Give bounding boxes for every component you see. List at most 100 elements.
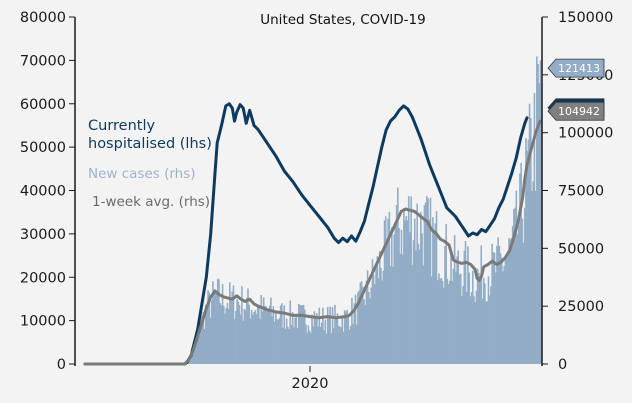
new-cases-bar <box>294 317 296 364</box>
new-cases-bar <box>339 326 341 364</box>
new-cases-bar <box>270 297 272 364</box>
new-cases-bar <box>432 217 434 364</box>
new-cases-bar <box>530 117 532 364</box>
new-cases-bar <box>488 295 491 364</box>
new-cases-bar <box>519 173 521 364</box>
right-tick-label: 75000 <box>558 184 604 200</box>
avg-annotation: 1-week avg. (rhs) <box>92 194 210 210</box>
new-cases-bar <box>285 318 288 364</box>
new-cases-bar <box>213 289 215 364</box>
new-cases-bar <box>358 290 360 364</box>
new-cases-bar <box>318 307 321 364</box>
new-cases-bar <box>430 276 433 364</box>
new-cases-bar <box>332 327 335 364</box>
avg-end-tag: 104942 <box>547 101 605 121</box>
new-cases-bar <box>243 308 246 364</box>
new-cases-bar <box>539 60 542 365</box>
new-cases-bar <box>230 298 232 364</box>
new-cases-bar <box>404 220 406 364</box>
new-cases-bar <box>382 270 385 364</box>
new-cases-bar <box>312 326 315 364</box>
new-cases-bar <box>526 150 528 364</box>
left-tick-label: 60000 <box>20 97 66 113</box>
new-cases-bar <box>307 325 310 364</box>
new-cases-bar <box>289 300 292 364</box>
new-cases-bar <box>469 296 472 364</box>
new-cases-bar <box>345 311 347 364</box>
new-cases-bar <box>260 295 263 364</box>
new-cases-bar <box>204 304 207 364</box>
new-cases-bar <box>284 328 287 364</box>
new-cases-bar <box>421 233 423 364</box>
new-cases-bar <box>500 257 503 364</box>
hospitalised-annotation-line2: hospitalised (lhs) <box>88 136 212 152</box>
new-cases-bar <box>378 250 381 364</box>
left-tick-label: 20000 <box>20 270 66 286</box>
new-cases-bar <box>413 218 416 364</box>
new-cases-bar <box>190 353 192 364</box>
new-cases-bar <box>523 207 526 364</box>
new-cases-bar <box>340 327 342 364</box>
new-cases-bar <box>325 333 328 364</box>
avg-end-tag-shape <box>547 101 605 121</box>
new-cases-bar <box>446 278 449 364</box>
new-cases-bar <box>439 278 441 364</box>
new-cases-bar <box>376 256 379 364</box>
new-cases-bar <box>253 312 255 364</box>
new-cases-bar <box>310 332 312 364</box>
new-cases-bar <box>401 254 404 364</box>
new-cases-bar <box>248 304 250 364</box>
new-cases-bar <box>352 323 354 364</box>
left-tick-label: 70000 <box>20 53 66 69</box>
new-cases-bar <box>450 250 452 364</box>
new-cases-bar <box>525 138 527 364</box>
new-cases-bar <box>398 228 400 364</box>
new-cases-bar <box>353 303 356 364</box>
new-cases-bar <box>485 301 487 364</box>
new-cases-bar <box>417 243 420 364</box>
new-cases-bar <box>288 329 290 364</box>
left-tick-label: 30000 <box>20 227 66 243</box>
new-cases-bar <box>250 309 253 364</box>
new-cases-bar <box>491 243 493 364</box>
new-cases-bar <box>342 331 345 364</box>
new-cases-bar <box>503 266 506 364</box>
right-tick-label: 100000 <box>558 126 613 142</box>
new-cases-bar <box>231 291 234 364</box>
new-cases-bar <box>490 286 492 364</box>
new-cases-bar <box>287 326 289 364</box>
new-cases-bar <box>324 319 327 364</box>
new-cases-bar <box>209 317 212 364</box>
new-cases-bar <box>245 297 248 364</box>
new-cases-bar <box>476 268 479 364</box>
new-cases-bars <box>184 56 543 365</box>
new-cases-bar <box>393 234 396 364</box>
new-cases-bar <box>242 320 244 364</box>
new-cases-bar <box>366 270 369 364</box>
new-cases-bar <box>336 313 339 364</box>
new-cases-bar <box>484 283 486 364</box>
new-cases-bar <box>219 303 221 364</box>
new-cases-bar <box>210 300 213 364</box>
left-tick-label: 80000 <box>20 10 66 26</box>
new-cases-bar <box>498 245 501 364</box>
new-cases-bar <box>265 306 267 364</box>
new-cases-bar <box>272 306 275 364</box>
new-cases-bar <box>259 318 261 364</box>
new-cases-bar <box>267 311 270 364</box>
new-cases-bar <box>300 305 302 364</box>
left-axis-ticks: 0 10000 20000 30000 40000 50000 60000 70000 8000… <box>20 10 75 373</box>
new-cases-bar <box>239 314 242 364</box>
new-cases-bar <box>330 333 333 364</box>
new-cases-bar <box>520 162 522 364</box>
new-cases-bar <box>206 309 208 364</box>
new-cases-bar <box>247 288 249 364</box>
new-cases-bar <box>384 216 387 364</box>
new-cases-bar <box>531 191 533 364</box>
new-cases-bar <box>467 246 469 364</box>
new-cases-bar <box>449 280 451 364</box>
new-cases-bar <box>214 289 217 364</box>
new-cases-bar <box>297 303 300 364</box>
new-cases-bar <box>399 253 402 364</box>
